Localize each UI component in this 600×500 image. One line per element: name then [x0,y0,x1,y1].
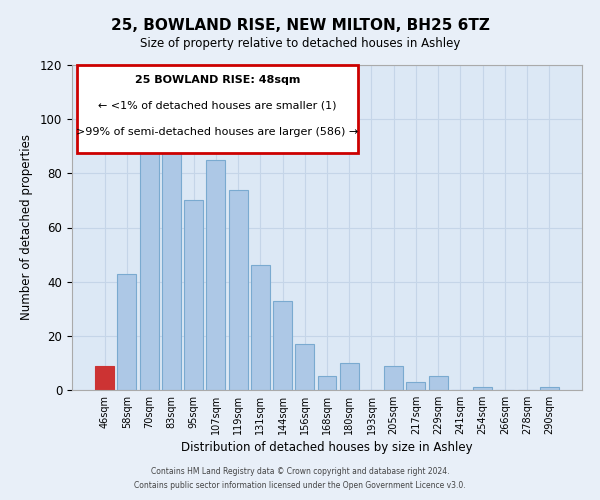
Y-axis label: Number of detached properties: Number of detached properties [20,134,33,320]
Bar [184,200,203,390]
Bar [540,388,559,390]
Text: ← <1% of detached houses are smaller (1): ← <1% of detached houses are smaller (1) [98,101,337,111]
Bar [229,190,248,390]
Text: 25, BOWLAND RISE, NEW MILTON, BH25 6TZ: 25, BOWLAND RISE, NEW MILTON, BH25 6TZ [110,18,490,32]
Bar [295,344,314,390]
Bar [429,376,448,390]
Bar [95,366,114,390]
Bar [251,266,270,390]
Text: Contains public sector information licensed under the Open Government Licence v3: Contains public sector information licen… [134,481,466,490]
Bar [317,376,337,390]
Bar [118,274,136,390]
Text: Contains HM Land Registry data © Crown copyright and database right 2024.: Contains HM Land Registry data © Crown c… [151,468,449,476]
Bar [406,382,425,390]
Text: >99% of semi-detached houses are larger (586) →: >99% of semi-detached houses are larger … [76,126,358,136]
Bar [340,363,359,390]
X-axis label: Distribution of detached houses by size in Ashley: Distribution of detached houses by size … [181,441,473,454]
Text: Size of property relative to detached houses in Ashley: Size of property relative to detached ho… [140,38,460,51]
Text: 25 BOWLAND RISE: 48sqm: 25 BOWLAND RISE: 48sqm [134,74,300,85]
Bar [384,366,403,390]
Bar [273,300,292,390]
Bar [473,388,492,390]
Bar [140,144,158,390]
FancyBboxPatch shape [77,65,358,153]
Bar [206,160,225,390]
Bar [162,146,181,390]
